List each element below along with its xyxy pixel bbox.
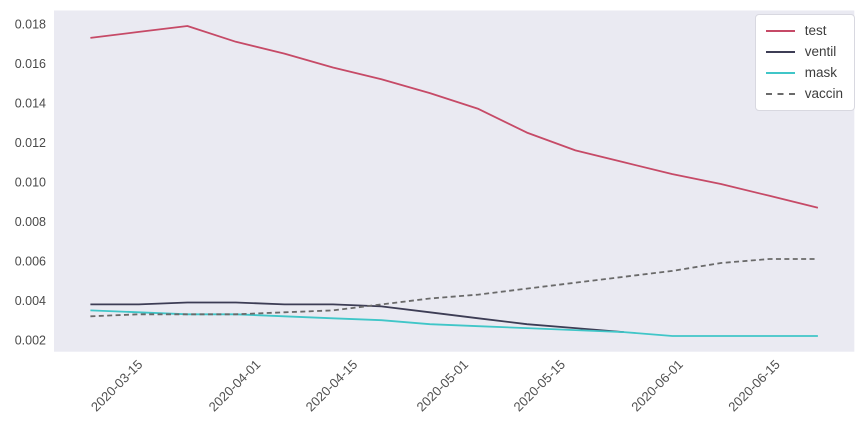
- y-tick-label: 0.010: [15, 176, 46, 190]
- legend-line-sample-test: [765, 30, 795, 32]
- chart-legend: test ventil mask vaccin: [754, 14, 855, 111]
- legend-item-vaccin: vaccin: [765, 85, 843, 103]
- legend-line-sample-ventil: [765, 51, 795, 53]
- x-tick-label: 2020-04-15: [303, 357, 361, 415]
- y-tick-label: 0.018: [15, 18, 46, 32]
- x-tick-label: 2020-05-15: [510, 357, 568, 415]
- x-tick-label: 2020-06-01: [628, 357, 686, 415]
- x-tick-label: 2020-06-15: [725, 357, 783, 415]
- y-tick-label: 0.014: [15, 97, 46, 111]
- x-tick-label: 2020-05-01: [413, 357, 471, 415]
- legend-label: ventil: [804, 44, 837, 59]
- legend-line-sample-vaccin: [765, 93, 795, 95]
- legend-item-test: test: [765, 22, 843, 40]
- plot-area: [54, 10, 855, 352]
- series-line-vaccin: [90, 258, 818, 318]
- legend-label: vaccin: [804, 86, 843, 101]
- legend-line-sample-mask: [765, 72, 795, 74]
- y-tick-label: 0.004: [15, 294, 46, 308]
- y-tick-label: 0.002: [15, 334, 46, 348]
- x-tick-label: 2020-03-15: [88, 357, 146, 415]
- legend-item-mask: mask: [765, 64, 843, 82]
- y-tick-label: 0.016: [15, 57, 46, 71]
- series-line-test: [90, 25, 819, 209]
- legend-item-ventil: ventil: [765, 43, 843, 61]
- y-tick-label: 0.006: [15, 255, 46, 269]
- legend-label: mask: [804, 65, 837, 80]
- x-tick-label: 2020-04-01: [206, 357, 264, 415]
- series-line-ventil: [90, 301, 624, 333]
- y-tick-label: 0.012: [15, 136, 46, 150]
- legend-label: test: [804, 23, 827, 38]
- y-tick-label: 0.008: [15, 215, 46, 229]
